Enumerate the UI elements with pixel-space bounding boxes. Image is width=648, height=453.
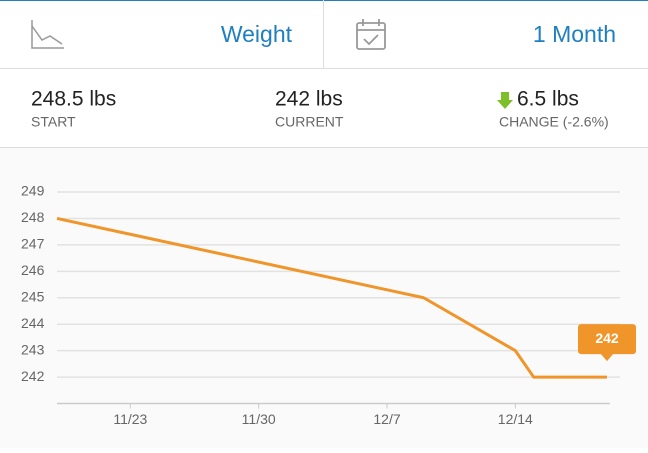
y-tick-label: 244 [21,315,45,331]
x-tick-label: 11/30 [242,411,276,427]
y-tick-label: 246 [21,262,45,278]
stat-value: 242 lbs [275,88,343,111]
y-tick-label: 247 [21,236,45,252]
plot: 242 243 244 245 246 247 248 249 11/23 11/30 12/7 12… [21,183,636,427]
callout-label: 242 [595,330,619,346]
calendar-icon[interactable] [356,19,386,50]
stat-label: START [31,114,76,130]
period-selector[interactable]: 1 Month [533,21,616,47]
x-tick-label: 12/7 [373,411,400,427]
stat-value: 6.5 lbs [517,88,579,111]
down-arrow [497,92,513,109]
callout [578,324,636,362]
line [56,216,607,379]
stat-label: CURRENT [275,114,344,130]
y-tick-label: 242 [21,368,45,384]
y-tick-label: 243 [21,341,45,357]
x-tick-label: 12/14 [498,411,533,427]
y-tick-label: 248 [21,209,45,225]
y-tick-label: 249 [21,183,45,199]
chart-icon[interactable] [31,20,64,49]
metric-selector[interactable]: Weight [221,21,293,47]
x-tick-label: 11/23 [113,411,147,427]
y-tick-label: 245 [21,288,45,304]
stat-value: 248.5 lbs [31,88,116,111]
stat-label: CHANGE (-2.6%) [499,114,609,130]
